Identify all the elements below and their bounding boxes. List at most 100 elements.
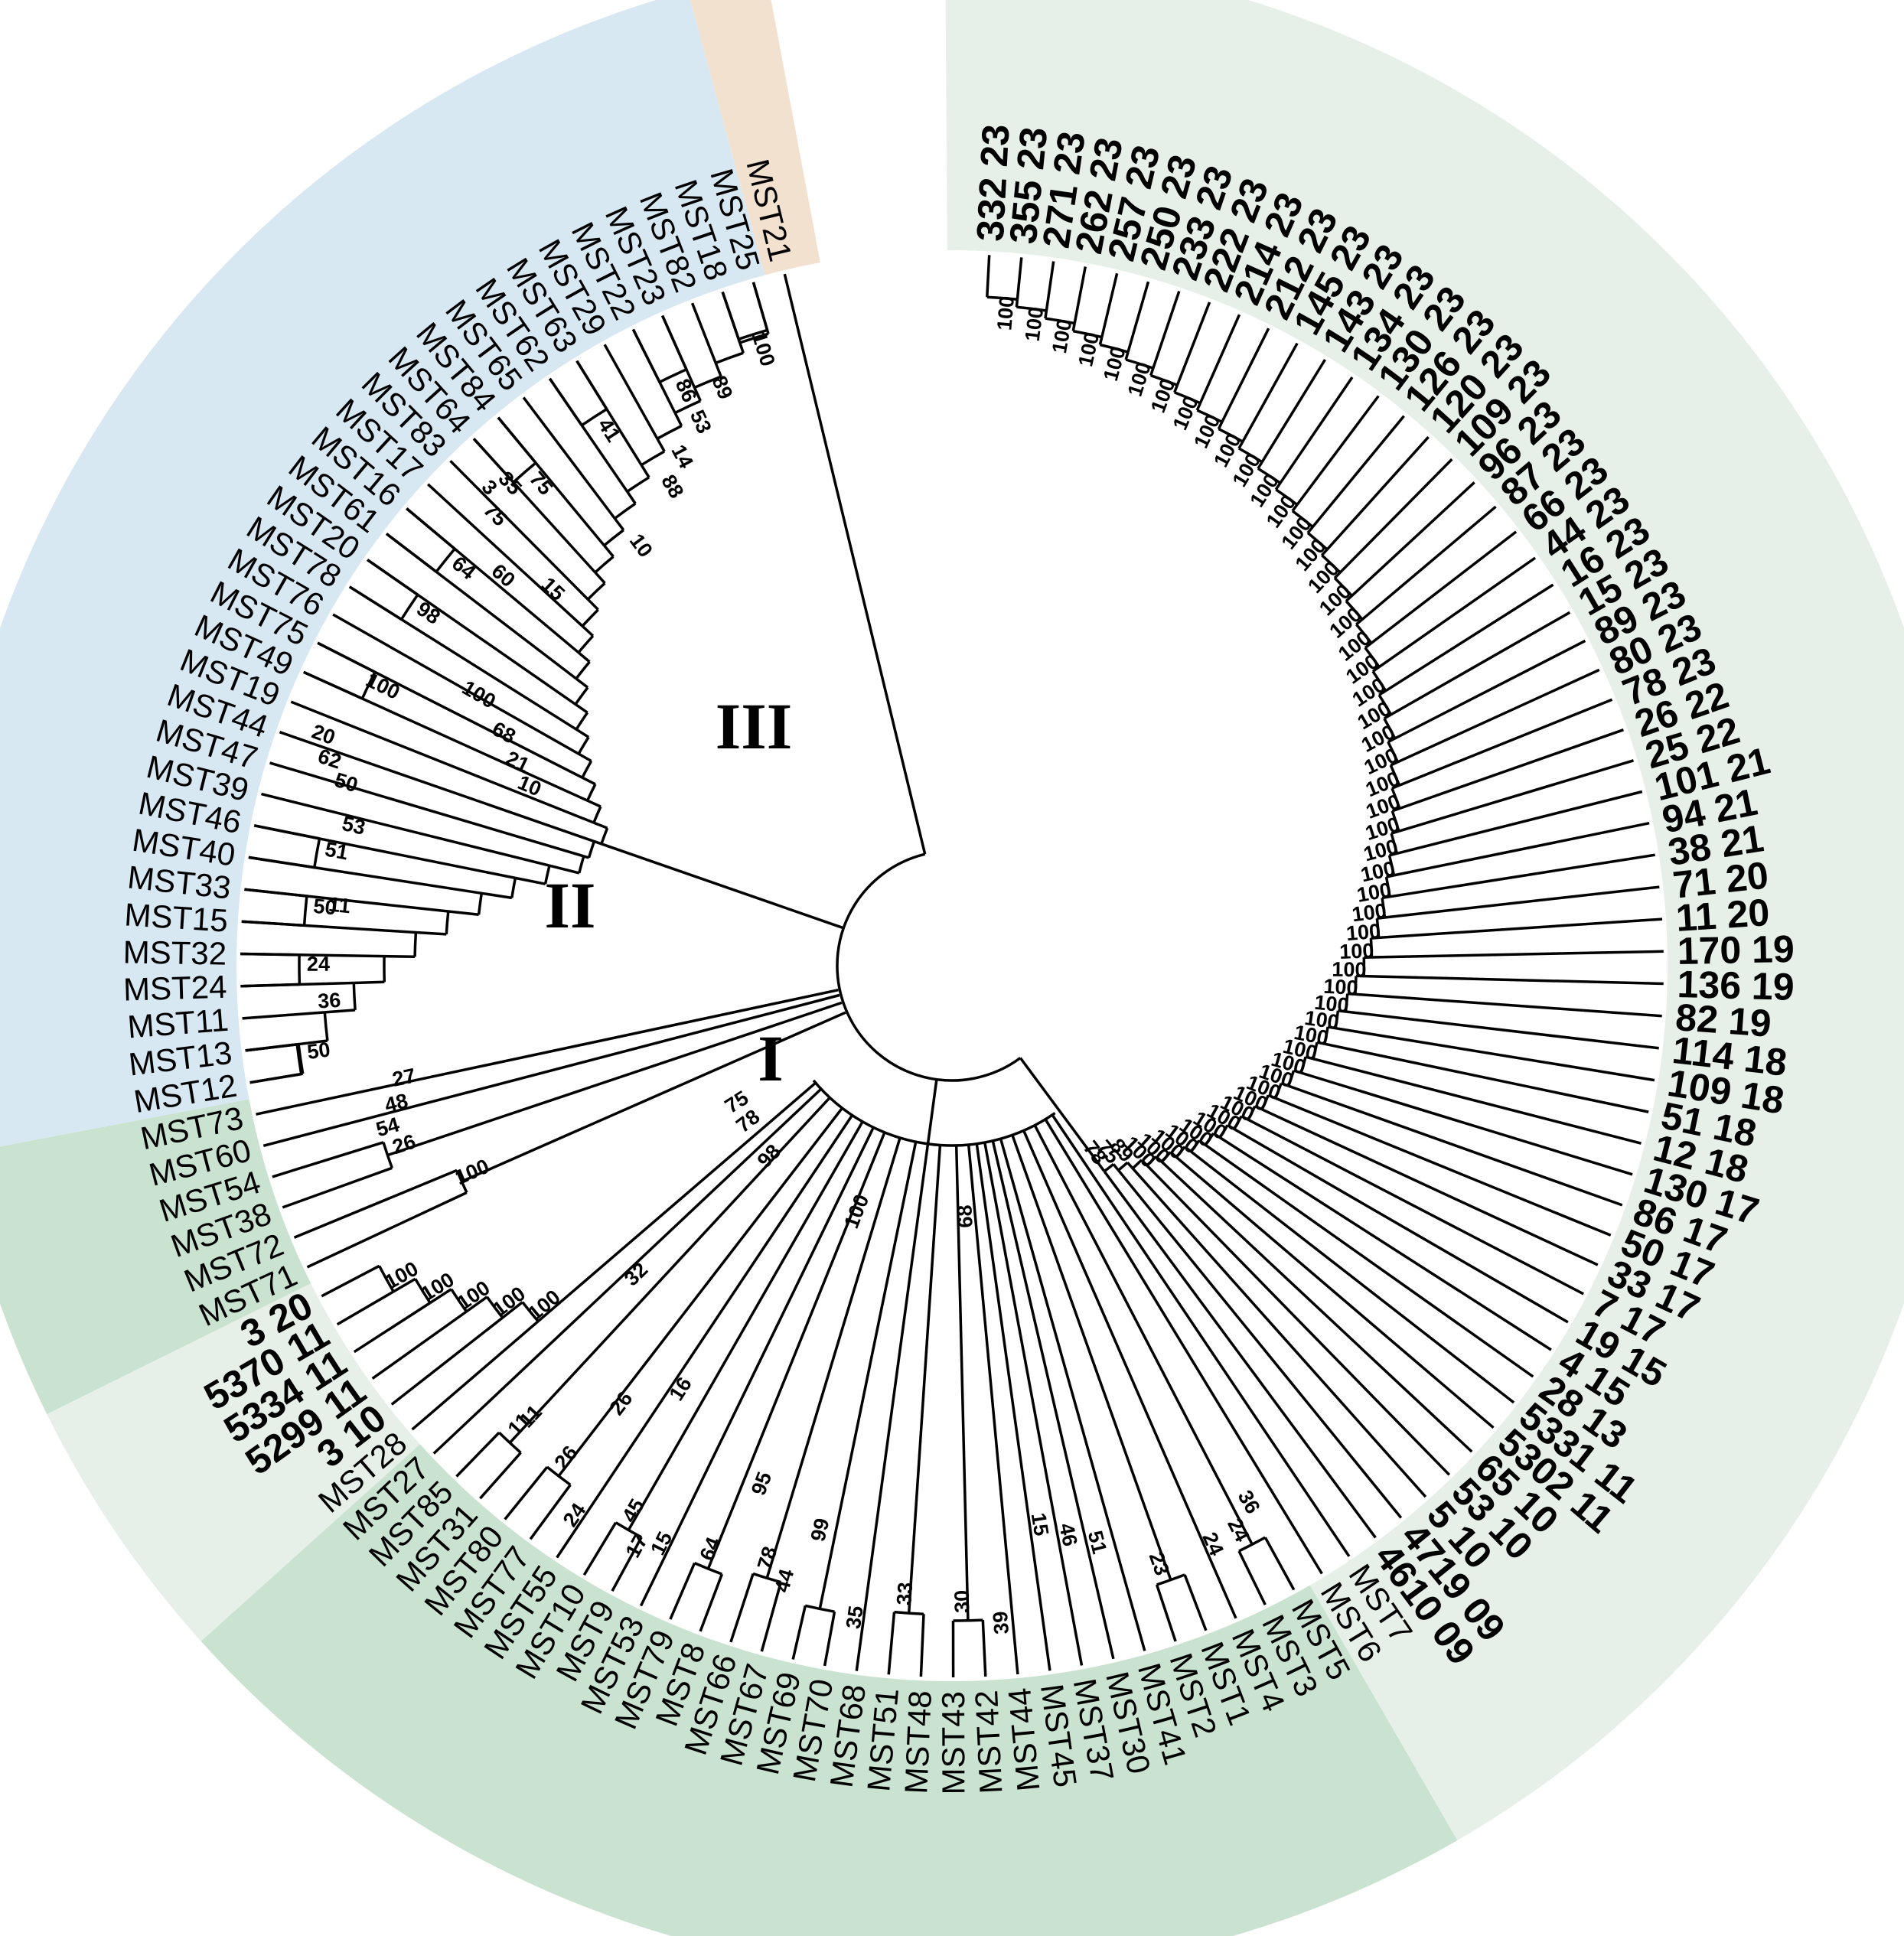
branch-path <box>1146 1164 1451 1476</box>
branch-path <box>1296 395 1380 506</box>
branch-path <box>760 1582 783 1652</box>
support-value: 11 <box>328 893 351 918</box>
band-sector-blue <box>0 0 765 1147</box>
support-value: 36 <box>317 989 341 1013</box>
leaf-spoke <box>855 1143 930 1671</box>
branch-path <box>515 876 546 885</box>
branch-path <box>481 891 513 900</box>
branch-path <box>706 1132 886 1569</box>
branch-path <box>472 438 515 484</box>
leaf-label: MST43 <box>935 1691 971 1794</box>
branch-path <box>631 328 661 383</box>
support-value: 100 <box>993 295 1019 331</box>
branch-path <box>1241 1115 1250 1121</box>
leaf-label: MST24 <box>122 969 227 1008</box>
branch-path <box>1152 291 1181 369</box>
branch-path <box>461 1011 846 1183</box>
branch-path <box>249 1072 303 1084</box>
branch-path <box>465 1296 488 1313</box>
branch-arc <box>477 893 484 915</box>
branch-path <box>1325 435 1430 551</box>
branch-path <box>1364 974 1664 986</box>
branch-path <box>575 728 590 738</box>
support-value: 100 <box>748 329 780 369</box>
leaf-spoke <box>639 1126 875 1607</box>
branch-path <box>1399 728 1624 810</box>
branch-path <box>1183 1574 1208 1631</box>
branch-path <box>673 412 683 427</box>
branch-path <box>371 1310 468 1380</box>
branch-path <box>261 792 550 867</box>
branch-path <box>1219 1136 1552 1351</box>
leaf-spoke <box>556 1114 853 1559</box>
branch-arc <box>577 634 595 653</box>
branch-path <box>279 731 602 846</box>
branch-path <box>954 1145 970 1621</box>
support-value: 35 <box>842 1604 868 1630</box>
branch-path <box>1257 461 1263 470</box>
leaf-spoke <box>983 1142 1084 1666</box>
branch-path <box>1383 713 1392 720</box>
branch-arc <box>1174 391 1201 405</box>
support-value: 39 <box>989 1611 1013 1635</box>
branch-path <box>919 1614 925 1677</box>
support-value: 24 <box>559 1499 591 1531</box>
branch-path <box>751 282 770 334</box>
branch-path <box>549 864 580 875</box>
leaf-spoke <box>1044 1118 1323 1575</box>
branch-arc <box>752 1572 781 1584</box>
support-value: 95 <box>747 1468 777 1498</box>
branch-arc <box>586 582 606 601</box>
branch-path <box>416 931 447 936</box>
support-value: 75 <box>479 498 511 530</box>
branch-path <box>1280 1082 1289 1087</box>
branch-path <box>765 1137 901 1579</box>
support-value: 24 <box>307 953 330 976</box>
branch-path <box>1312 415 1405 528</box>
branch-path <box>390 1316 504 1406</box>
branch-arc <box>641 450 666 467</box>
support-value: 15 <box>1027 1511 1053 1537</box>
branch-path <box>1263 1537 1296 1591</box>
branch-path <box>354 980 385 985</box>
branch-path <box>393 1277 416 1293</box>
support-value: 100 <box>381 1257 422 1294</box>
branch-path <box>1355 618 1364 626</box>
branch-path <box>1149 367 1155 376</box>
support-value: 100 <box>1313 991 1350 1017</box>
branch-path <box>1381 895 1391 900</box>
support-value: 75 <box>525 467 557 499</box>
branch-arc <box>1099 343 1129 354</box>
branch-path <box>1397 668 1600 764</box>
leaf-label: 170 19 <box>1677 927 1795 973</box>
support-value: 26 <box>550 1442 582 1474</box>
branch-path <box>586 598 599 611</box>
support-value: 100 <box>1351 899 1387 926</box>
branch-path <box>699 1573 724 1632</box>
support-value: 100 <box>1123 360 1156 399</box>
support-value: 50 <box>312 895 337 920</box>
branch-path <box>981 1620 987 1677</box>
branch-arc <box>510 878 517 898</box>
branch-arc <box>302 895 308 926</box>
leaf-spoke <box>975 1143 1051 1671</box>
leaf-label: MST42 <box>968 1690 1009 1794</box>
branch-arc <box>1160 1151 1172 1163</box>
branch-path <box>575 677 589 689</box>
leaf-spoke <box>967 1144 1019 1675</box>
branch-arc <box>413 932 418 957</box>
clade-label-I: I <box>758 1022 783 1095</box>
support-value: 68 <box>953 1204 977 1229</box>
branch-path <box>1155 1584 1177 1642</box>
branch-path <box>332 613 579 755</box>
leaf-label: 82 19 <box>1674 996 1773 1045</box>
leaf-spoke <box>262 993 840 1147</box>
branch-path <box>1261 1108 1599 1266</box>
branch-path <box>581 624 595 637</box>
branch-path <box>1384 583 1554 693</box>
support-value: 36 <box>1234 1486 1265 1517</box>
branch-path <box>669 1562 696 1620</box>
branch-path <box>269 761 585 858</box>
branch-path <box>479 1452 522 1500</box>
